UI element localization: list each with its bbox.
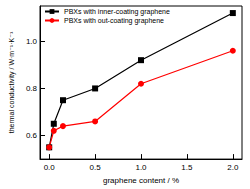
svg-text:0.6: 0.6 (26, 131, 38, 140)
svg-text:0.8: 0.8 (26, 84, 38, 93)
svg-text:1.0: 1.0 (135, 163, 147, 172)
svg-text:PBXs with inner-coating graphe: PBXs with inner-coating graphene (64, 8, 170, 16)
svg-text:2.0: 2.0 (227, 163, 239, 172)
svg-text:1.0: 1.0 (26, 37, 38, 46)
svg-text:0.0: 0.0 (44, 163, 56, 172)
svg-text:thermal conductivity / W·m⁻¹·K: thermal conductivity / W·m⁻¹·K⁻¹ (8, 31, 16, 133)
svg-text:1.5: 1.5 (181, 163, 193, 172)
svg-text:PBXs with out-coating graphene: PBXs with out-coating graphene (64, 17, 164, 25)
svg-text:0.5: 0.5 (90, 163, 102, 172)
svg-text:graphene content / %: graphene content / % (103, 176, 179, 185)
